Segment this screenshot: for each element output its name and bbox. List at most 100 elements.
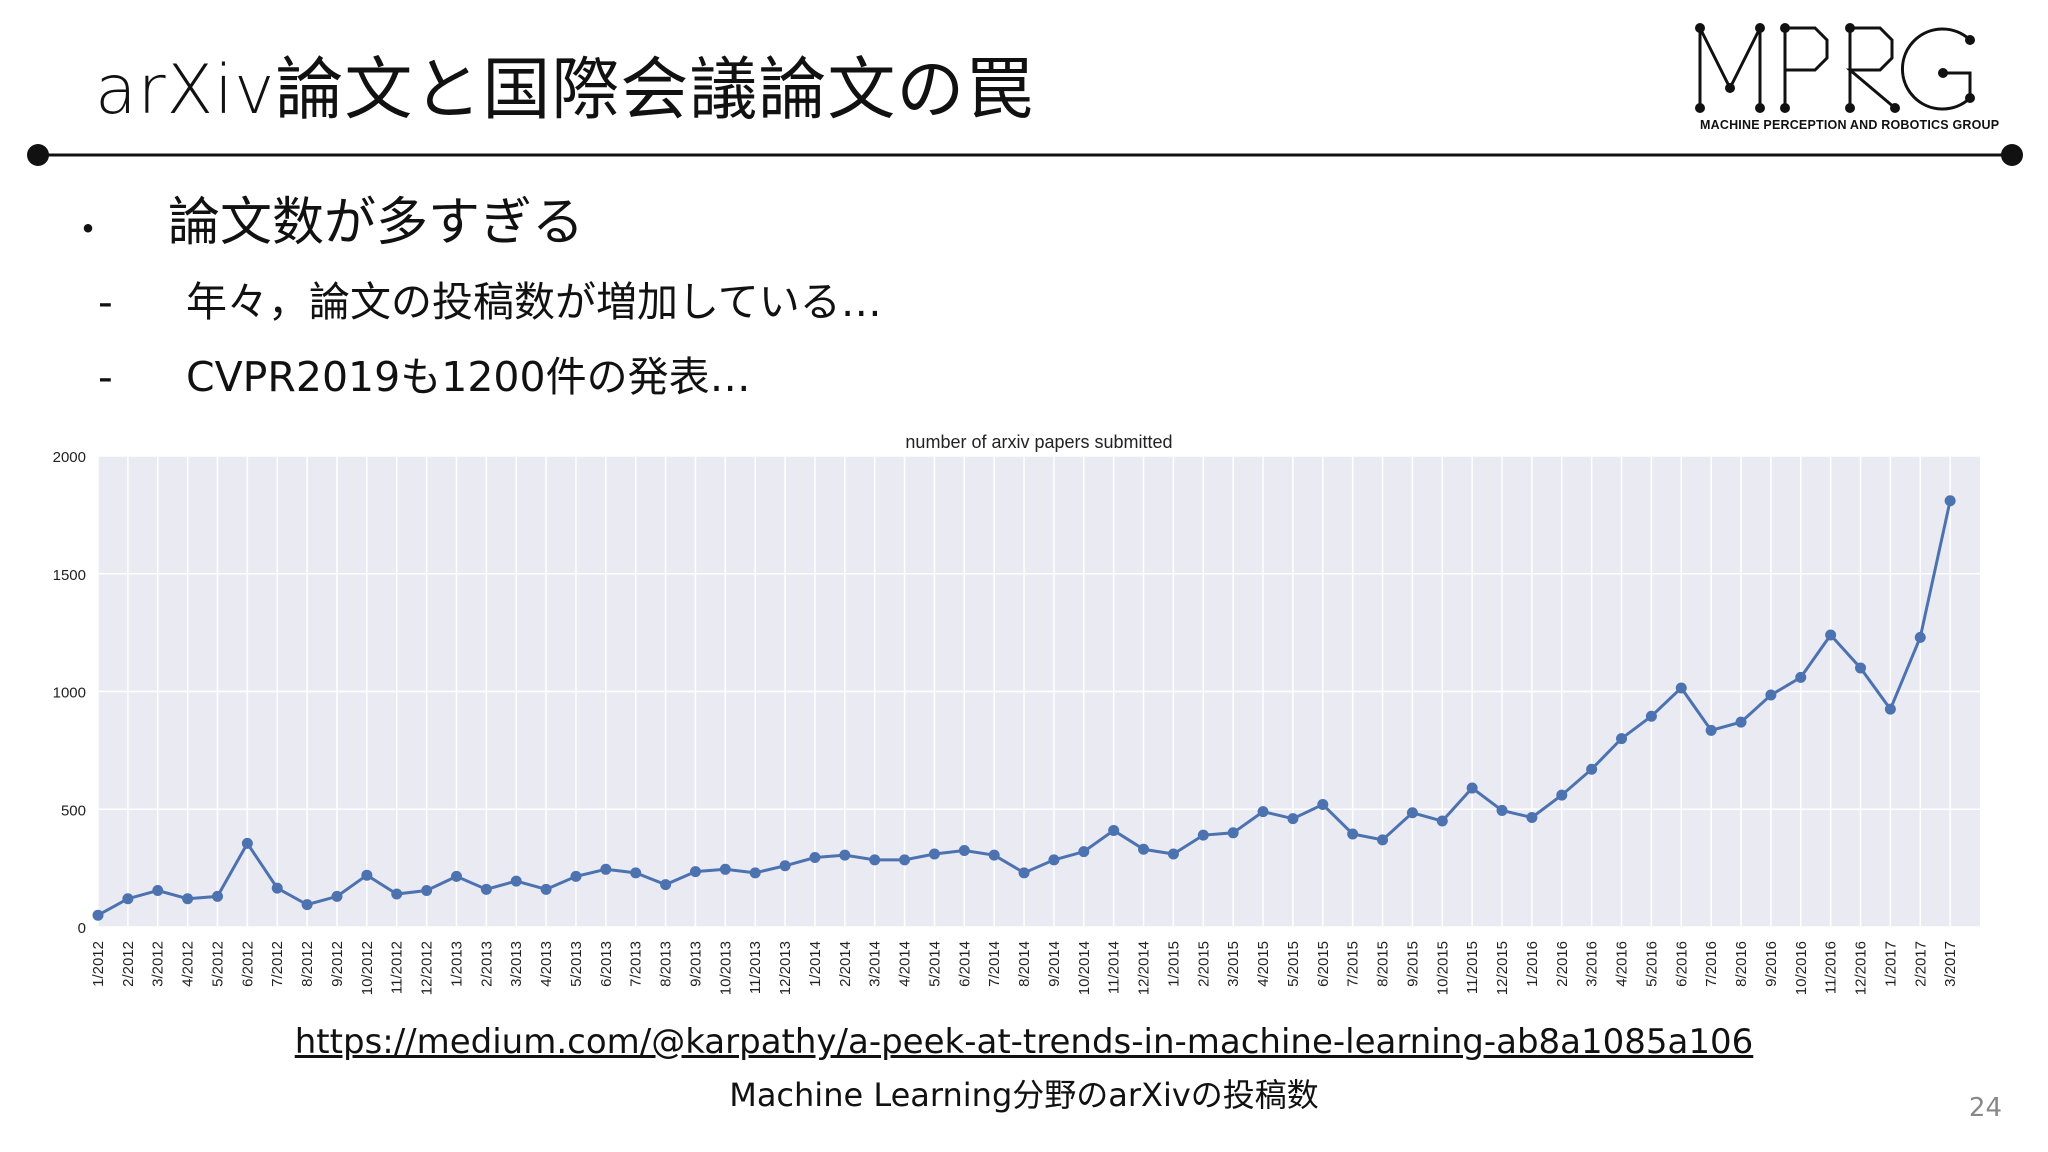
x-tick-label: 12/2014 [1136, 941, 1153, 995]
x-tick-label: 3/2016 [1584, 941, 1601, 987]
x-tick-label: 6/2012 [239, 941, 256, 987]
x-tick-label: 3/2015 [1225, 941, 1242, 987]
x-tick-label: 1/2016 [1524, 941, 1541, 987]
x-tick-label: 9/2013 [687, 941, 704, 987]
data-point [182, 893, 194, 905]
x-tick-label: 7/2013 [628, 941, 645, 987]
x-tick-label: 4/2013 [538, 941, 555, 987]
x-tick-label: 6/2015 [1315, 941, 1332, 987]
x-tick-label: 6/2014 [956, 941, 973, 987]
data-point [719, 863, 731, 875]
chart-caption: Machine Learning分野のarXivの投稿数 [729, 1076, 1319, 1114]
x-tick-label: 1/2015 [1165, 941, 1182, 987]
data-point [1556, 789, 1568, 801]
x-tick-label: 7/2014 [986, 941, 1003, 987]
data-point [928, 848, 940, 860]
data-point [510, 875, 522, 887]
data-point [1705, 724, 1717, 736]
x-tick-label: 3/2014 [867, 941, 884, 987]
data-point [331, 890, 343, 902]
data-point [1645, 710, 1657, 722]
data-point [899, 854, 911, 866]
data-point [749, 867, 761, 879]
data-point [1436, 815, 1448, 827]
bullet-text: 論文数が多すぎる [168, 193, 585, 253]
sub-bullet-text: CVPR2019も1200件の発表… [186, 353, 751, 401]
data-point [630, 867, 642, 879]
x-tick-label: 4/2015 [1255, 941, 1272, 987]
data-point [1466, 782, 1478, 794]
x-tick-label: 11/2013 [747, 941, 764, 994]
x-tick-label: 5/2014 [926, 941, 943, 987]
x-tick-label: 5/2013 [568, 941, 585, 987]
x-tick-label: 11/2014 [1106, 941, 1123, 994]
data-point [1675, 682, 1687, 694]
data-point [570, 870, 582, 882]
x-tick-label: 9/2012 [329, 941, 346, 987]
x-tick-label: 8/2012 [299, 941, 316, 987]
source-link[interactable]: https://medium.com/@karpathy/a-peek-at-t… [294, 1022, 1754, 1062]
x-tick-label: 1/2014 [807, 941, 824, 987]
data-point [1317, 799, 1329, 811]
x-tick-label: 8/2016 [1733, 941, 1750, 987]
data-point [689, 866, 701, 878]
data-point [1944, 495, 1956, 507]
y-tick-label: 0 [78, 920, 86, 937]
data-point [809, 852, 821, 864]
x-tick-label: 4/2012 [180, 941, 197, 987]
data-point [1287, 813, 1299, 825]
x-tick-label: 7/2016 [1703, 941, 1720, 987]
x-tick-label: 12/2012 [419, 941, 436, 995]
y-tick-label: 1000 [53, 685, 86, 702]
x-tick-label: 10/2014 [1076, 941, 1093, 995]
x-tick-label: 4/2014 [897, 941, 914, 987]
x-tick-label: 3/2012 [150, 941, 167, 987]
mprg-logo: MPRG [1695, 23, 1975, 113]
x-tick-label: 2/2015 [1195, 941, 1212, 987]
x-tick-label: 12/2016 [1853, 941, 1870, 995]
x-tick-label: 9/2014 [1046, 941, 1063, 987]
x-tick-label: 6/2016 [1673, 941, 1690, 987]
sub-bullet: - CVPR2019も1200件の発表… [98, 343, 751, 403]
data-point [779, 860, 791, 872]
data-point [211, 890, 223, 902]
data-point [1018, 867, 1030, 879]
data-point [1377, 834, 1389, 846]
x-tick-label: 5/2016 [1643, 941, 1660, 987]
data-point [1048, 854, 1060, 866]
data-point [1855, 662, 1867, 674]
slide-title: arXiv論文と国際会議論文の罠 [95, 51, 1035, 130]
data-point [421, 884, 433, 896]
x-tick-label: 3/2013 [508, 941, 525, 987]
data-point [600, 863, 612, 875]
title-rule [27, 144, 2023, 166]
x-tick-label: 1/2013 [448, 941, 465, 987]
x-tick-label: 7/2015 [1345, 941, 1362, 987]
x-tick-label: 9/2015 [1404, 941, 1421, 987]
data-point [1884, 703, 1896, 715]
x-tick-label: 10/2013 [717, 941, 734, 995]
sub-bullet-text: 年々，論文の投稿数が増加している… [186, 278, 882, 326]
sub-bullet: - 年々，論文の投稿数が増加している… [98, 268, 882, 328]
page-number: 24 [1968, 1093, 2002, 1123]
data-point [391, 888, 403, 900]
x-tick-label: 2/2016 [1554, 941, 1571, 987]
x-tick-label: 10/2016 [1793, 941, 1810, 995]
x-tick-label: 8/2014 [1016, 941, 1033, 987]
x-tick-label: 3/2017 [1942, 941, 1959, 987]
data-point [1406, 807, 1418, 819]
data-point [92, 909, 104, 921]
data-point [1795, 671, 1807, 683]
data-point [1138, 843, 1150, 855]
data-point [540, 883, 552, 895]
x-tick-label: 4/2016 [1614, 941, 1631, 987]
data-point [1227, 827, 1239, 839]
y-tick-label: 1500 [53, 567, 86, 584]
data-point [152, 884, 164, 896]
x-tick-label: 5/2012 [209, 941, 226, 987]
data-point [839, 849, 851, 861]
data-point [1825, 629, 1837, 641]
y-tick-label: 2000 [53, 449, 86, 466]
x-tick-label: 2/2014 [837, 941, 854, 987]
data-point [1078, 846, 1090, 858]
